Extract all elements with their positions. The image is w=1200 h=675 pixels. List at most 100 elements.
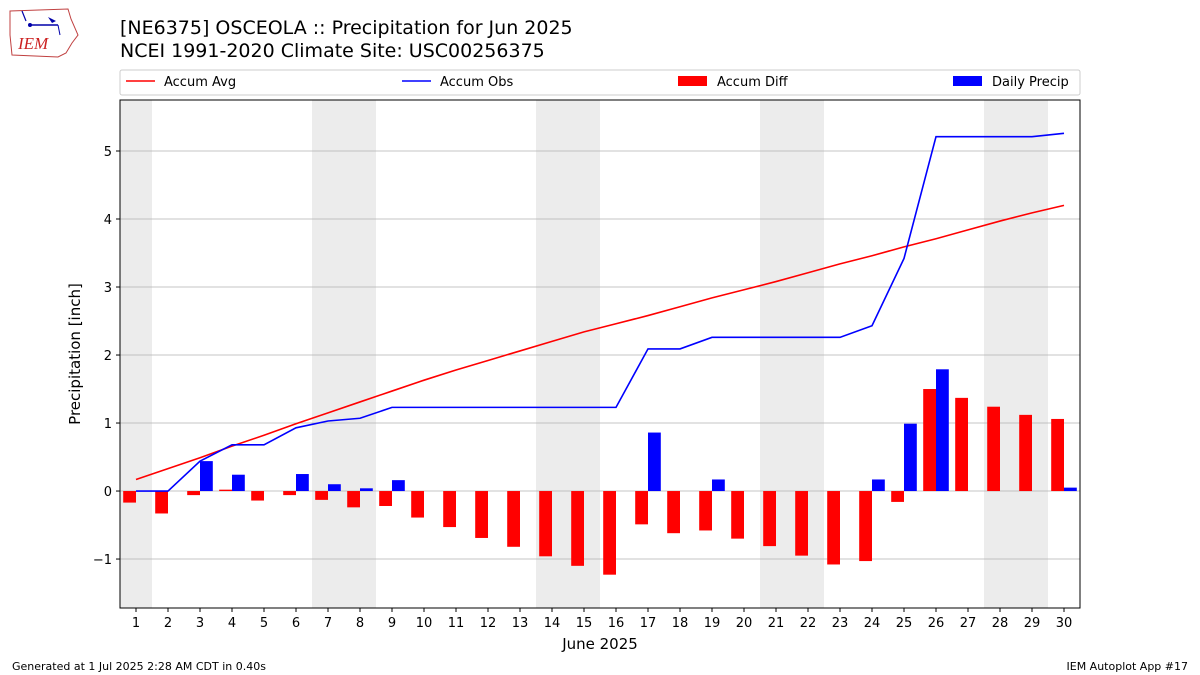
x-tick-label: 14	[544, 616, 561, 631]
legend-label-accum-avg: Accum Avg	[164, 75, 236, 90]
x-tick-label: 27	[960, 616, 977, 631]
accum-diff-bar	[603, 491, 616, 575]
accum-diff-bar	[123, 491, 136, 503]
accum-diff-bar	[507, 491, 520, 547]
x-tick-label: 2	[164, 616, 172, 631]
x-tick-label: 15	[576, 616, 593, 631]
x-tick-label: 11	[448, 616, 465, 631]
accum-diff-bar	[923, 389, 936, 492]
x-tick-label: 21	[768, 616, 785, 631]
x-tick-label: 20	[736, 616, 753, 631]
accum-diff-bar	[571, 491, 584, 566]
legend-label-daily-precip: Daily Precip	[992, 75, 1069, 90]
x-tick-label: 8	[356, 616, 364, 631]
x-tick-label: 13	[512, 616, 529, 631]
legend-item-accum-diff: Accum Diff	[678, 75, 789, 90]
accum-diff-bar	[219, 489, 232, 492]
x-tick-label: 26	[928, 616, 945, 631]
x-tick-label: 4	[228, 616, 236, 631]
generated-timestamp: Generated at 1 Jul 2025 2:28 AM CDT in 0…	[12, 660, 266, 673]
x-axis-label: June 2025	[561, 635, 638, 653]
accum-diff-bar	[891, 491, 904, 502]
accum-diff-bar	[187, 491, 200, 496]
x-tick-label: 25	[896, 616, 913, 631]
accum-diff-bar	[731, 491, 744, 539]
bars	[123, 369, 1077, 575]
y-tick-label: 2	[104, 349, 112, 364]
y-axis: −1 0 1 2 3 4 5	[93, 145, 120, 568]
x-tick-label: 30	[1056, 616, 1073, 631]
weekend-band	[984, 100, 1048, 608]
accum-diff-bar	[283, 491, 296, 496]
logo-text: IEM	[17, 34, 49, 53]
accum-diff-bar	[443, 491, 456, 528]
y-tick-label: 0	[104, 485, 112, 500]
accum-diff-bar	[539, 491, 552, 557]
daily-precip-bar	[904, 423, 917, 492]
x-tick-label: 10	[416, 616, 433, 631]
lines	[135, 132, 1065, 492]
x-tick-label: 16	[608, 616, 625, 631]
daily-precip-bar	[392, 480, 405, 492]
app-id: IEM Autoplot App #17	[1066, 660, 1189, 673]
x-axis: 1 2 3 4 5 6 7 8 9 10 11 12 13 14 15 16 17 18 19 20 21 22 23 24 2…	[132, 608, 1072, 631]
accum-diff-bar	[475, 491, 488, 538]
x-tick-label: 18	[672, 616, 689, 631]
daily-precip-bar	[328, 484, 341, 492]
daily-precip-bar	[648, 432, 661, 492]
daily-precip-bar	[296, 474, 309, 492]
accum-diff-bar	[955, 397, 968, 492]
x-tick-label: 22	[800, 616, 817, 631]
accum-diff-bar	[987, 406, 1000, 492]
accum-diff-bar	[1019, 414, 1032, 492]
x-tick-label: 7	[324, 616, 332, 631]
daily-precip-bar	[936, 369, 949, 492]
daily-precip-bar	[712, 479, 725, 492]
y-tick-label: −1	[93, 553, 112, 568]
accum-diff-bar	[827, 491, 840, 565]
accum-obs-line	[136, 132, 1065, 492]
y-tick-label: 1	[104, 417, 112, 432]
chart-title: [NE6375] OSCEOLA :: Precipitation for Ju…	[120, 17, 573, 39]
legend-swatch-accum-diff	[678, 76, 707, 86]
daily-precip-bar	[200, 461, 213, 492]
chart-subtitle: NCEI 1991-2020 Climate Site: USC00256375	[120, 40, 545, 62]
accum-diff-bar	[635, 491, 648, 525]
accum-diff-bar	[251, 491, 264, 501]
accum-diff-bar	[859, 491, 872, 562]
daily-precip-bar	[232, 474, 245, 492]
legend-swatch-daily-precip	[953, 76, 982, 86]
x-tick-label: 23	[832, 616, 849, 631]
y-tick-label: 5	[104, 145, 112, 160]
legend-label-accum-diff: Accum Diff	[717, 75, 789, 90]
weekend-band	[120, 100, 152, 608]
x-tick-label: 12	[480, 616, 497, 631]
x-tick-label: 19	[704, 616, 721, 631]
accum-diff-bar	[411, 491, 424, 518]
iem-logo: IEM	[9, 8, 79, 58]
x-tick-label: 1	[132, 616, 140, 631]
y-tick-label: 3	[104, 281, 112, 296]
accum-diff-bar	[379, 491, 392, 506]
y-tick-label: 4	[104, 213, 112, 228]
accum-diff-bar	[763, 491, 776, 547]
daily-precip-bar	[1064, 487, 1077, 492]
daily-precip-bar	[360, 488, 373, 492]
accum-avg-line	[135, 204, 1065, 481]
accum-diff-bar	[155, 491, 168, 514]
legend-label-accum-obs: Accum Obs	[440, 75, 513, 90]
x-tick-label: 28	[992, 616, 1009, 631]
accum-diff-bar	[667, 491, 680, 534]
y-axis-label: Precipitation [inch]	[66, 283, 84, 425]
accum-diff-bar	[347, 491, 360, 508]
legend-item-accum-avg: Accum Avg	[126, 75, 236, 90]
x-tick-label: 17	[640, 616, 657, 631]
x-tick-label: 6	[292, 616, 300, 631]
x-tick-label: 24	[864, 616, 881, 631]
accum-diff-bar	[1051, 418, 1064, 492]
accum-diff-bar	[315, 491, 328, 500]
plot-frame	[119, 99, 1081, 609]
x-tick-label: 5	[260, 616, 268, 631]
legend-item-daily-precip: Daily Precip	[953, 75, 1069, 90]
